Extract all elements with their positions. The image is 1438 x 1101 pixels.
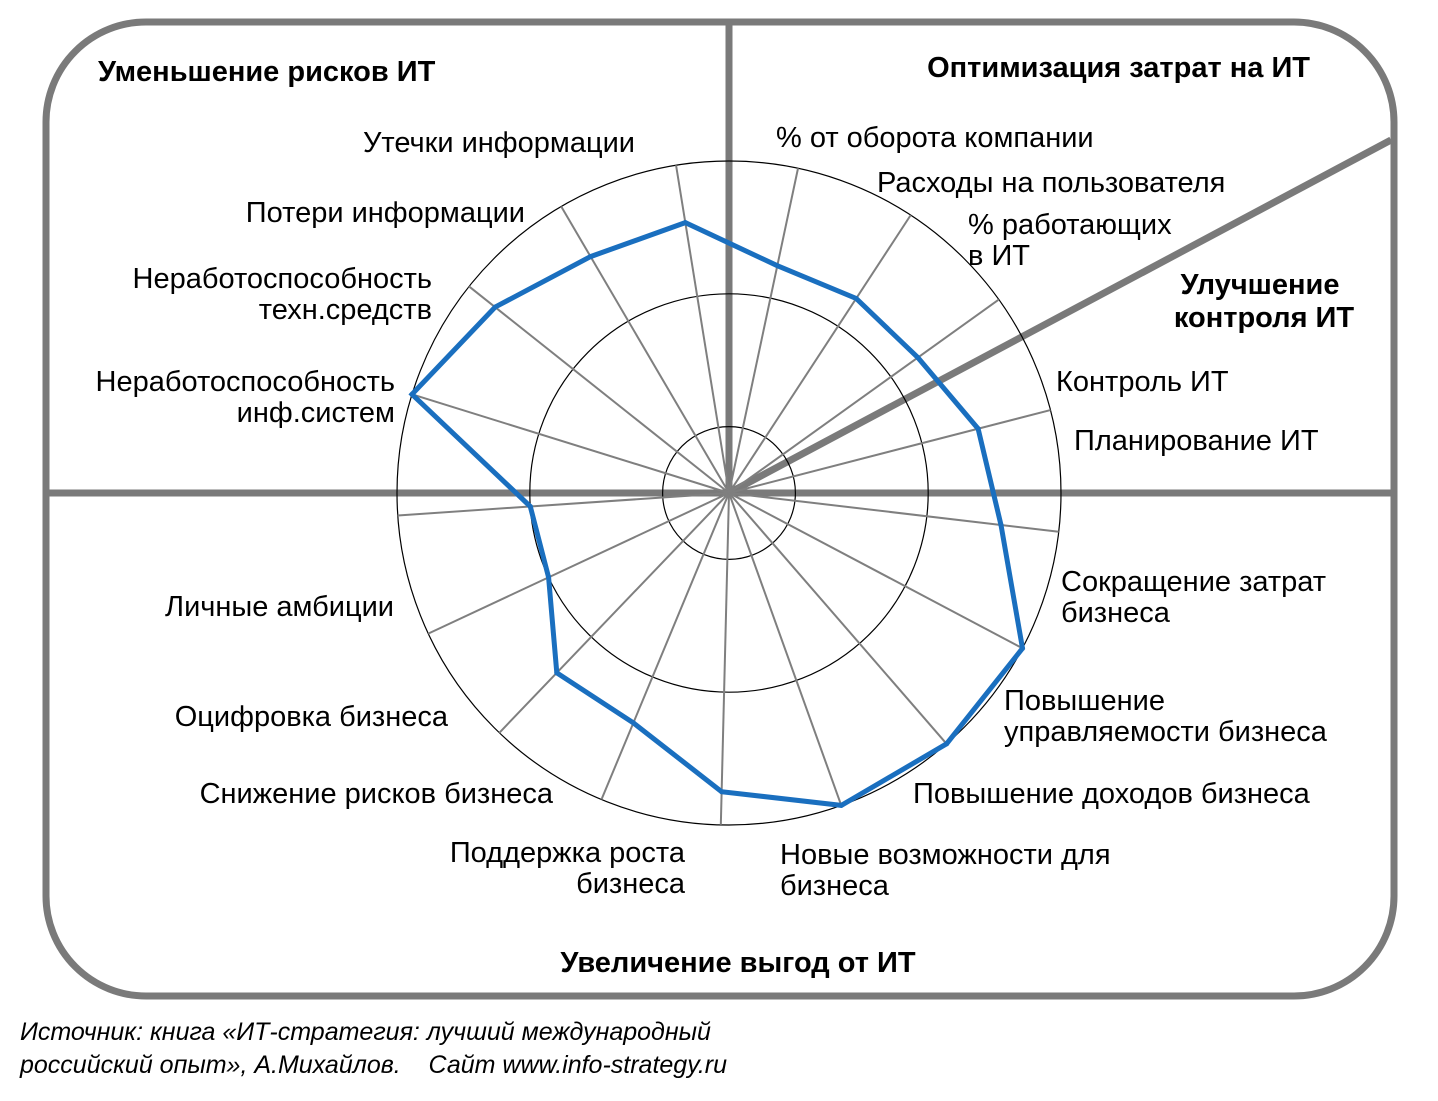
quadrant-title-top-left: Уменьшение рисков ИТ bbox=[98, 56, 436, 88]
series-point bbox=[1020, 645, 1025, 651]
spoke bbox=[728, 492, 1023, 650]
category-label-line: Снижение рисков бизнеса bbox=[200, 778, 554, 810]
category-label: Личные амбиции bbox=[165, 591, 394, 623]
radar-series bbox=[408, 219, 1026, 808]
spoke bbox=[719, 492, 730, 825]
radar-spokes bbox=[397, 165, 1059, 825]
category-label-line: Поддержка роста bbox=[450, 837, 686, 869]
category-label: Контроль ИТ bbox=[1056, 366, 1229, 398]
series-point bbox=[409, 391, 415, 397]
category-label: Оцифровка бизнеса bbox=[175, 701, 449, 733]
spoke bbox=[728, 492, 1059, 533]
series-point bbox=[975, 426, 981, 432]
series-point bbox=[774, 263, 780, 269]
category-label-line: Утечки информации bbox=[363, 127, 635, 159]
category-label-line: бизнеса bbox=[1061, 597, 1171, 629]
category-label-line: Личные амбиции bbox=[165, 591, 394, 623]
outer-frame bbox=[42, 18, 1398, 1000]
category-label-line: Оцифровка бизнеса bbox=[175, 701, 449, 733]
category-label-line: % работающих bbox=[968, 209, 1172, 241]
category-label-line: Неработоспособность bbox=[96, 366, 395, 398]
series-point bbox=[546, 574, 552, 580]
source-line-1: Источник: книга «ИТ-стратегия: лучший ме… bbox=[20, 1018, 711, 1046]
category-label-line: бизнеса bbox=[780, 870, 890, 902]
spoke bbox=[728, 214, 912, 494]
series-point bbox=[719, 789, 725, 795]
series-point bbox=[838, 802, 844, 808]
category-label: Неработоспособность инф.систем bbox=[96, 366, 395, 429]
series-point bbox=[630, 720, 636, 726]
category-label-line: бизнеса bbox=[576, 868, 686, 900]
spoke bbox=[600, 492, 730, 800]
category-label-line: Неработоспособность bbox=[133, 263, 432, 295]
spoke bbox=[468, 285, 730, 494]
category-label: % работающих в ИТ bbox=[968, 209, 1172, 272]
category-label: Планирование ИТ bbox=[1074, 425, 1319, 457]
category-label-line: Повышение доходов бизнеса bbox=[913, 778, 1311, 810]
category-label: Поддержка роста бизнеса bbox=[450, 837, 686, 900]
category-label-line: инф.систем bbox=[237, 397, 395, 429]
series-point bbox=[915, 355, 921, 361]
category-label-line: Повышение bbox=[1004, 685, 1165, 717]
category-label: Повышение управляемости бизнеса bbox=[1004, 685, 1328, 748]
spoke bbox=[498, 492, 730, 734]
series-point bbox=[853, 296, 859, 301]
category-label-line: Сокращение затрат bbox=[1061, 566, 1326, 598]
category-label-line: Потери информации bbox=[246, 197, 525, 229]
category-label: Повышение доходов бизнеса bbox=[913, 778, 1311, 810]
category-label-line: техн.средств bbox=[259, 294, 432, 326]
spoke bbox=[728, 298, 1000, 494]
category-label: Потери информации bbox=[246, 197, 525, 229]
category-label: Новые возможности для бизнеса bbox=[780, 839, 1111, 902]
quadrant-title-bottom: Увеличение выгод от ИТ bbox=[560, 947, 915, 979]
spoke bbox=[427, 492, 730, 635]
spoke bbox=[728, 409, 1051, 494]
series-point bbox=[998, 522, 1004, 528]
source-line-2: российский опыт», А.Михайлов. Сайт www.i… bbox=[20, 1051, 728, 1079]
spoke bbox=[728, 168, 800, 494]
quadrant-title-right-line1: Улучшение bbox=[1180, 269, 1339, 301]
spoke bbox=[675, 165, 730, 494]
quadrant-title-right-line2: контроля ИТ bbox=[1174, 302, 1355, 334]
category-label-line: в ИТ bbox=[968, 240, 1030, 272]
radar-grid bbox=[396, 160, 1062, 826]
category-label-line: % от оборота компании bbox=[776, 122, 1094, 154]
grid-ring bbox=[661, 426, 796, 561]
series-point bbox=[554, 670, 560, 676]
source-caption: Источник: книга «ИТ-стратегия: лучший ме… bbox=[20, 1016, 1020, 1082]
spoke bbox=[560, 206, 730, 494]
category-labels: % от оборота компании Расходы на пользова… bbox=[96, 122, 1328, 902]
category-label: Неработоспособность техн.средств bbox=[133, 263, 432, 326]
spoke bbox=[728, 492, 843, 806]
category-label: Сокращение затрат бизнеса bbox=[1061, 566, 1326, 629]
series-point bbox=[527, 504, 533, 509]
series-point bbox=[682, 220, 688, 226]
category-label-line: Контроль ИТ bbox=[1056, 366, 1229, 398]
grid-ring bbox=[396, 160, 1062, 826]
category-label: Утечки информации bbox=[363, 127, 635, 159]
grid-ring bbox=[529, 293, 929, 693]
series-point bbox=[492, 304, 498, 310]
series-line bbox=[408, 219, 1026, 808]
spoke bbox=[397, 492, 730, 517]
category-label: Снижение рисков бизнеса bbox=[200, 778, 554, 810]
quadrant-title-top-right: Оптимизация затрат на ИТ bbox=[927, 52, 1310, 84]
category-label-line: Новые возможности для bbox=[780, 839, 1111, 871]
series-point bbox=[944, 741, 950, 747]
category-label-line: Планирование ИТ bbox=[1074, 425, 1319, 457]
category-label: Расходы на пользователя bbox=[877, 167, 1225, 199]
divider-diagonal bbox=[727, 136, 1393, 497]
series-point bbox=[588, 254, 594, 260]
category-label: % от оборота компании bbox=[776, 122, 1094, 154]
spoke bbox=[411, 393, 730, 494]
category-label-line: Расходы на пользователя bbox=[877, 167, 1225, 199]
category-label-line: управляемости бизнеса bbox=[1004, 716, 1328, 748]
quadrant-title-right: Улучшение контроля ИТ bbox=[1174, 269, 1355, 334]
spoke bbox=[728, 492, 948, 745]
